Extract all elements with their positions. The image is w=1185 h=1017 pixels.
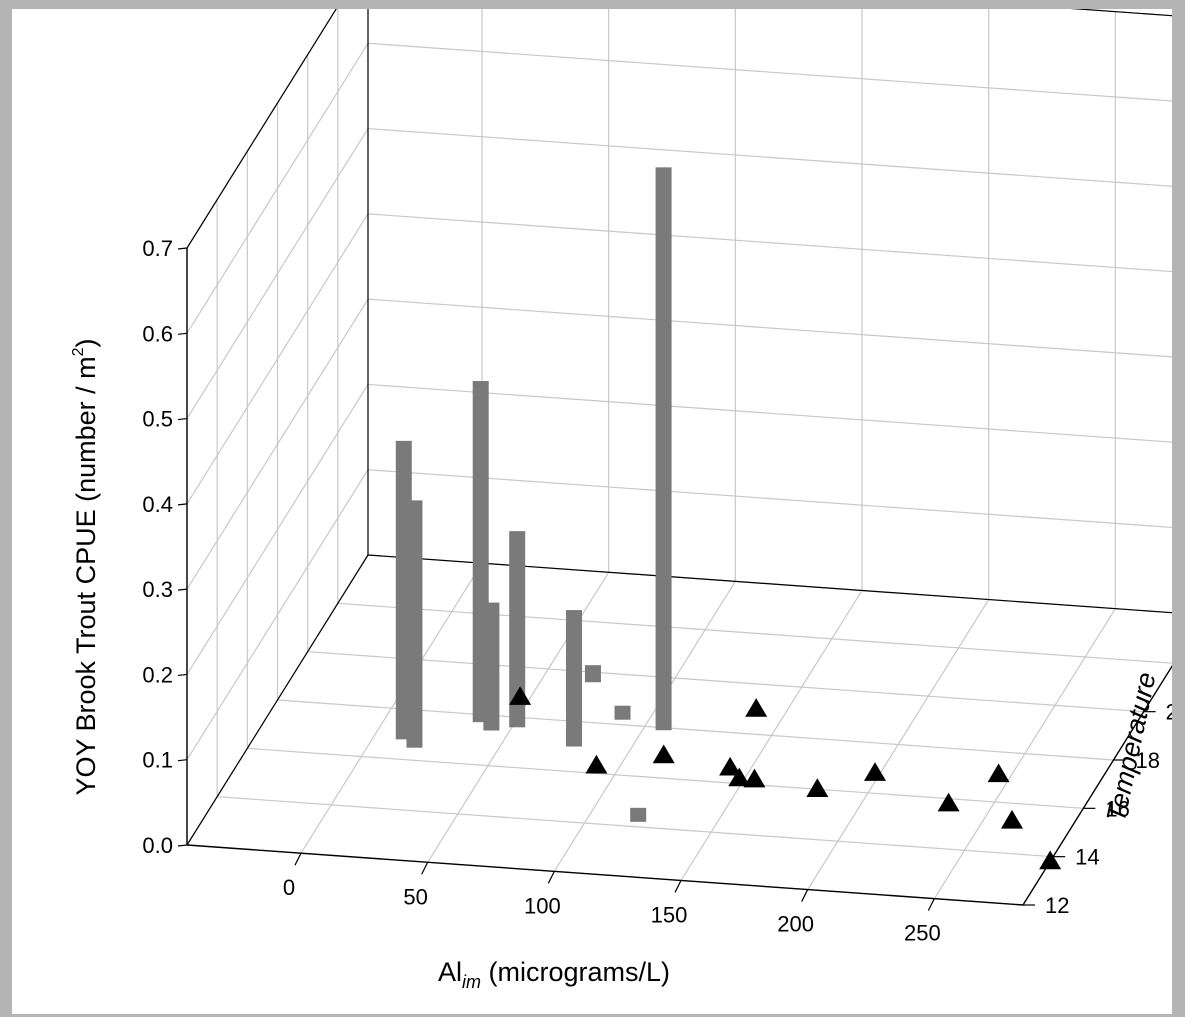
chart-panel: 050100150200250121416182022240.00.10.20.…	[12, 9, 1172, 1014]
z-tick-mark	[177, 417, 188, 421]
z-axis-title-superscript: 2	[70, 347, 87, 356]
back-wall-gridline-z	[367, 383, 1172, 443]
x-tick-label: 0	[283, 875, 295, 900]
triangle-marker	[987, 763, 1010, 783]
cpue-bar	[406, 500, 423, 748]
x-axis-title-subscript: im	[462, 972, 481, 992]
back-wall-top-edge	[1070, 9, 1172, 17]
floor-gridline-y	[337, 602, 1172, 664]
x-tick-mark	[547, 871, 555, 884]
floor-back-edge	[367, 554, 1172, 614]
z-tick-mark	[177, 588, 188, 591]
back-wall-gridline-z	[367, 469, 1172, 529]
back-wall-gridline-z	[367, 42, 1172, 102]
y-tick-label: 20	[1166, 700, 1172, 725]
cpue-bar	[584, 665, 601, 683]
x-tick-mark	[421, 862, 429, 875]
back-wall-gridline-z	[1070, 9, 1172, 17]
floor-gridline-y	[307, 651, 1144, 713]
z-axis-title: YOY Brook Trout CPUE (number / m2)	[70, 338, 101, 795]
floor-gridline-y	[247, 747, 1084, 809]
z-tick-mark	[177, 332, 188, 335]
z-tick-label: 0.5	[142, 407, 173, 432]
z-tick-mark	[177, 673, 188, 677]
triangle-marker	[1000, 809, 1023, 829]
back-wall-gridline-z	[367, 213, 1172, 273]
z-axis-title-close: )	[71, 338, 101, 347]
chart-tick-labels: 050100150200250121416182022240.00.10.20.…	[142, 236, 1172, 946]
x-axis-title-rest: (micrograms/L)	[481, 957, 670, 987]
x-tick-label: 250	[904, 921, 941, 946]
y-tick-label: 16	[1105, 796, 1129, 821]
side-wall-gridline-z	[186, 42, 369, 334]
z-tick-label: 0.1	[142, 748, 173, 773]
cpue-bar	[566, 610, 583, 747]
triangle-marker	[745, 698, 768, 717]
x-axis-title: Alim (micrograms/L)	[438, 957, 670, 992]
side-wall-gridline-z	[186, 213, 369, 505]
z-tick-label: 0.4	[142, 492, 173, 517]
x-tick-mark	[801, 889, 809, 902]
chart-box-edges	[177, 9, 1172, 911]
cpue-bar	[655, 167, 672, 731]
z-tick-label: 0.6	[142, 321, 173, 346]
side-wall-top-edge	[186, 9, 337, 249]
side-wall-gridline-z	[186, 128, 369, 419]
cpue-bar	[614, 705, 631, 720]
z-tick-label: 0.2	[142, 662, 173, 687]
cpue-bar	[509, 531, 526, 728]
triangle-marker	[728, 767, 751, 787]
z-tick-label: 0.0	[142, 833, 173, 858]
triangle-marker	[937, 792, 960, 812]
back-wall-gridline-z	[367, 298, 1172, 358]
x-tick-label: 150	[651, 902, 688, 927]
x-tick-label: 50	[403, 884, 427, 909]
cpue-bar	[630, 807, 647, 822]
triangle-marker	[1039, 850, 1062, 870]
triangle-marker	[806, 778, 829, 797]
triangle-marker	[719, 756, 742, 776]
triangle-marker	[585, 754, 608, 774]
chart-gridlines	[186, 9, 1172, 906]
x-tick-mark	[927, 898, 935, 911]
triangle-marker	[864, 762, 886, 781]
x-tick-mark	[294, 852, 302, 866]
z-tick-label: 0.3	[142, 577, 173, 602]
z-tick-mark	[177, 844, 188, 847]
back-wall-gridline-z	[367, 127, 1172, 187]
cpue-bar	[483, 602, 500, 731]
side-wall-gridline-z	[186, 469, 369, 761]
z-axis-title-main: YOY Brook Trout CPUE (number / m	[71, 356, 101, 795]
chart-3d: 050100150200250121416182022240.00.10.20.…	[70, 9, 1172, 992]
floor-left-edge	[186, 554, 369, 846]
x-axis-line	[186, 844, 1024, 906]
x-tick-label: 200	[777, 912, 814, 937]
z-tick-mark	[177, 247, 188, 250]
y-tick-label: 18	[1136, 748, 1160, 773]
chart-marks	[395, 167, 1062, 870]
y-tick-label: 12	[1045, 893, 1069, 918]
triangle-marker	[743, 768, 766, 788]
z-tick-mark	[177, 503, 188, 506]
z-tick-mark	[177, 759, 188, 762]
z-tick-label: 0.7	[142, 236, 173, 261]
x-tick-label: 100	[524, 893, 561, 918]
side-wall-gridline-z	[186, 384, 369, 675]
side-wall-gridline-z	[186, 298, 369, 590]
x-axis-title-main: Al	[438, 957, 462, 987]
y-tick-label: 14	[1075, 845, 1099, 870]
x-tick-mark	[674, 880, 682, 893]
floor-gridline-y	[217, 796, 1054, 858]
triangle-marker	[509, 686, 532, 705]
triangle-marker	[652, 744, 675, 764]
